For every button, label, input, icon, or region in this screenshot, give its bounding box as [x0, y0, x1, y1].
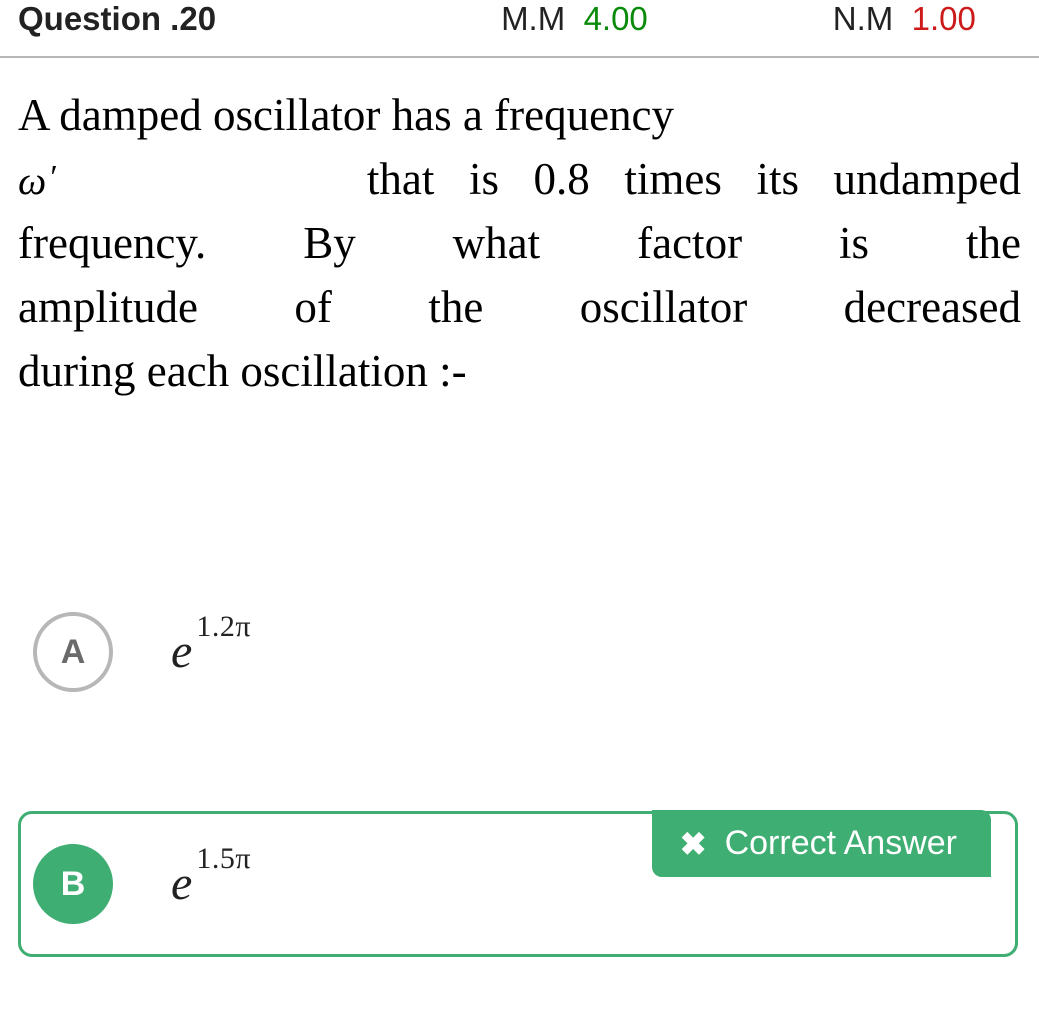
correct-answer-badge: ✖ Correct Answer [652, 810, 991, 877]
answer-option-a[interactable]: A e 1.2π [18, 593, 1018, 711]
question-body: A damped oscillator has a frequency ω′ t… [0, 58, 1039, 1015]
question-line: frequency. By what factor is the [18, 212, 1021, 276]
omega-symbol: ω′ [18, 158, 56, 203]
option-letter: A [61, 633, 86, 672]
option-bubble[interactable]: B [33, 844, 113, 924]
answer-list: A e 1.2π B e 1.5π ✖ Correct Answer [18, 593, 1021, 957]
question-header: Question .20 M.M 4.00 N.M 1.00 [0, 0, 1039, 58]
option-formula: e 1.5π [171, 860, 251, 908]
question-line: A damped oscillator has a frequency [18, 84, 1021, 148]
neg-marks-label: N.M [833, 0, 894, 37]
question-line: during each oscillation :- [18, 340, 1021, 404]
answer-option-b[interactable]: B e 1.5π ✖ Correct Answer [18, 811, 1018, 957]
max-marks-value: 4.00 [584, 0, 648, 37]
neg-marks-value: 1.00 [912, 0, 976, 37]
question-line: ω′ that is 0.8 times its undamped [18, 148, 1021, 212]
option-letter: B [61, 865, 86, 904]
max-marks-label: M.M [501, 0, 565, 37]
question-text: A damped oscillator has a frequency ω′ t… [18, 84, 1021, 403]
correct-answer-label: Correct Answer [725, 824, 957, 863]
option-bubble[interactable]: A [33, 612, 113, 692]
option-formula: e 1.2π [171, 628, 251, 676]
max-marks: M.M 4.00 [501, 0, 648, 38]
question-line: amplitude of the oscillator decreased [18, 276, 1021, 340]
neg-marks: N.M 1.00 [833, 0, 976, 38]
question-number: Question .20 [18, 0, 216, 38]
cross-icon: ✖ [680, 828, 707, 860]
